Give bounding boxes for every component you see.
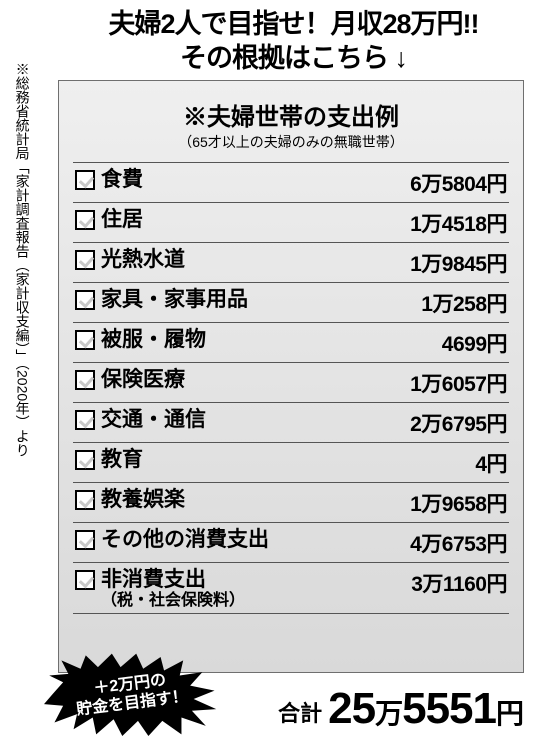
expense-category: その他の消費支出 [101,528,410,551]
expense-category: 交通・通信 [101,408,410,431]
section-subtitle: （65才以上の夫婦のみの無職世帯） [73,132,509,152]
expense-amount: 4円 [475,448,507,478]
expense-row: 食費6万5804円 [73,162,509,202]
expense-row: 交通・通信2万6795円 [73,402,509,442]
checkbox-icon [75,570,95,590]
expense-rows: 食費6万5804円住居1万4518円光熱水道1万9845円家具・家事用品1万25… [73,162,509,614]
expense-category: 住居 [101,208,410,231]
expense-amount: 1万4518円 [410,208,507,238]
checkbox-icon [75,170,95,190]
total: 合計 25万5551円 [278,684,523,734]
expense-amount: 1万258円 [421,288,507,318]
expense-category: 非消費支出（税・社会保険料） [101,568,411,610]
total-label: 合計 [278,696,322,734]
expense-category: 保険医療 [101,368,410,391]
checkbox-icon [75,250,95,270]
expense-amount: 3万1160円 [411,568,507,598]
expense-category: 光熱水道 [101,248,410,271]
expense-row: 光熱水道1万9845円 [73,242,509,282]
expense-amount: 1万9658円 [410,488,507,518]
expense-row: 保険医療1万6057円 [73,362,509,402]
headline-line2: その根拠はこちら ↓ [48,42,539,76]
total-amount: 25万5551円 [328,684,523,734]
receipt-panel: ※夫婦世帯の支出例 （65才以上の夫婦のみの無職世帯） 食費6万5804円住居1… [58,80,524,673]
expense-row: 住居1万4518円 [73,202,509,242]
checkbox-icon [75,210,95,230]
checkbox-icon [75,410,95,430]
expense-amount: 1万9845円 [410,248,507,278]
section-title: ※夫婦世帯の支出例 [73,97,509,132]
expense-category: 教育 [101,448,475,471]
expense-amount: 1万6057円 [410,368,507,398]
checkbox-icon [75,370,95,390]
expense-row: 非消費支出（税・社会保険料）3万1160円 [73,562,509,614]
expense-category: 食費 [101,168,410,191]
checkbox-icon [75,290,95,310]
headline: 夫婦2人で目指せ！月収28万円!! その根拠はこちら ↓ [0,0,539,80]
expense-amount: 4万6753円 [410,528,507,558]
savings-burst: ＋2万円の 貯金を目指す！ [44,652,218,736]
expense-row: 教養娯楽1万9658円 [73,482,509,522]
expense-category: 教養娯楽 [101,488,410,511]
expense-category: 家具・家事用品 [101,288,421,311]
expense-row: 被服・履物4699円 [73,322,509,362]
checkbox-icon [75,490,95,510]
expense-category-sub: （税・社会保険料） [101,592,411,610]
expense-amount: 2万6795円 [410,408,507,438]
headline-line1: 夫婦2人で目指せ！月収28万円!! [48,8,539,42]
checkbox-icon [75,330,95,350]
source-note: ※総務省統計局「家計調査報告（家計収支編）」（2020年）より [12,62,32,682]
checkbox-icon [75,530,95,550]
expense-amount: 4699円 [442,328,507,358]
checkbox-icon [75,450,95,470]
expense-row: 家具・家事用品1万258円 [73,282,509,322]
expense-amount: 6万5804円 [410,168,507,198]
expense-row: 教育4円 [73,442,509,482]
expense-row: その他の消費支出4万6753円 [73,522,509,562]
expense-category: 被服・履物 [101,328,442,351]
